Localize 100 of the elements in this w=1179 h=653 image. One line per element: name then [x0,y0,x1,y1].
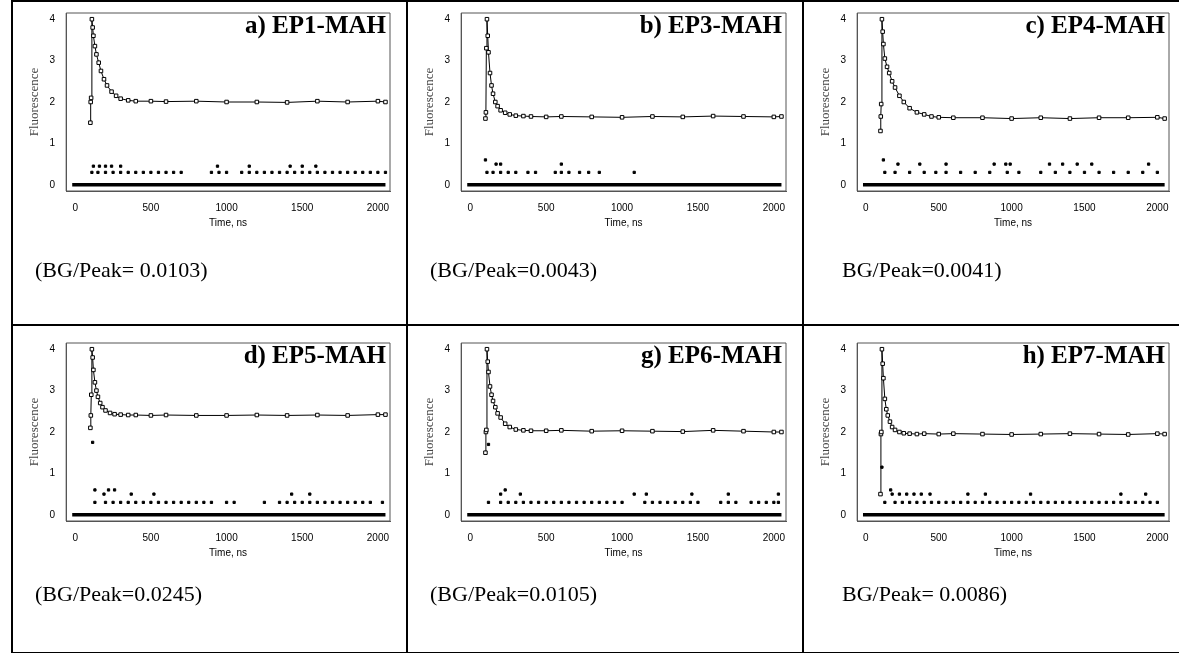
point [375,98,381,104]
point [489,392,494,398]
x-axis-title: Time, ns [994,216,1033,228]
x-tick-label: 1000 [610,531,634,543]
point [944,162,948,166]
point [149,500,153,504]
chart-title: b) EP3-MAH [639,10,783,39]
point [883,170,887,174]
point [290,492,294,496]
point [1004,162,1008,166]
point [726,500,730,504]
point [277,170,282,174]
point [502,421,508,426]
x-tick-label: 1500 [291,201,314,213]
point [88,99,93,105]
point [1141,500,1145,504]
point [1009,500,1014,504]
point [217,170,221,174]
point [988,170,992,174]
point [619,115,625,120]
point [892,85,898,90]
x-tick-label: 1500 [1073,201,1097,213]
point [113,93,119,99]
point [171,500,176,504]
point [112,411,117,417]
point [330,500,335,504]
point [330,170,335,174]
point [936,431,942,437]
point [771,429,777,435]
point [587,170,591,174]
point [878,114,884,119]
point [1002,500,1006,504]
point [597,500,601,504]
point [995,500,999,504]
point [518,492,522,496]
x-tick-label: 0 [863,201,870,213]
x-tick-label: 0 [467,531,474,543]
point [485,359,490,364]
point [589,114,594,120]
y-tick-label: 4 [444,12,451,24]
point [118,96,123,101]
point [1039,500,1043,504]
point [89,346,95,352]
point [112,488,117,492]
point [103,408,108,413]
point [101,76,107,82]
point [88,425,93,431]
point [559,500,563,504]
point [141,500,145,504]
point [1060,162,1065,166]
point [951,115,956,120]
x-tick-label: 2000 [762,531,786,543]
point [247,164,251,168]
point [884,406,889,412]
point [284,100,290,105]
point [749,500,753,504]
x-tick-label: 500 [142,531,160,543]
point [484,16,490,22]
point [1046,500,1050,504]
point [90,355,95,360]
point [92,43,98,49]
x-tick-label: 0 [72,201,79,213]
point [619,428,625,434]
point [483,450,488,455]
y-tick-label: 4 [840,12,847,24]
point [293,500,297,504]
point [119,500,123,504]
y-tick-label: 3 [49,384,56,396]
y-tick-label: 4 [444,342,451,354]
point [375,412,381,417]
x-axis-title: Time, ns [209,546,248,558]
y-tick-label: 0 [840,508,847,520]
y-tick-label: 0 [840,178,847,190]
point [1111,500,1116,504]
point [529,500,533,504]
point [498,415,503,420]
point [224,99,229,105]
point [1162,116,1167,121]
point [1068,500,1072,504]
y-tick-label: 4 [49,12,56,24]
point [681,500,685,504]
x-tick-label: 1000 [1000,201,1024,213]
point [779,114,784,119]
point [665,500,670,504]
point [918,162,922,166]
point [521,428,526,433]
point [1133,500,1138,504]
point [376,170,380,174]
point [914,110,920,115]
point [620,500,624,504]
point [88,413,94,418]
point [91,367,96,373]
point [486,500,491,504]
point [494,162,498,166]
point [315,98,320,104]
point [255,170,259,174]
point [1053,500,1057,504]
point [345,413,350,418]
point [502,110,508,116]
point [1075,162,1079,166]
